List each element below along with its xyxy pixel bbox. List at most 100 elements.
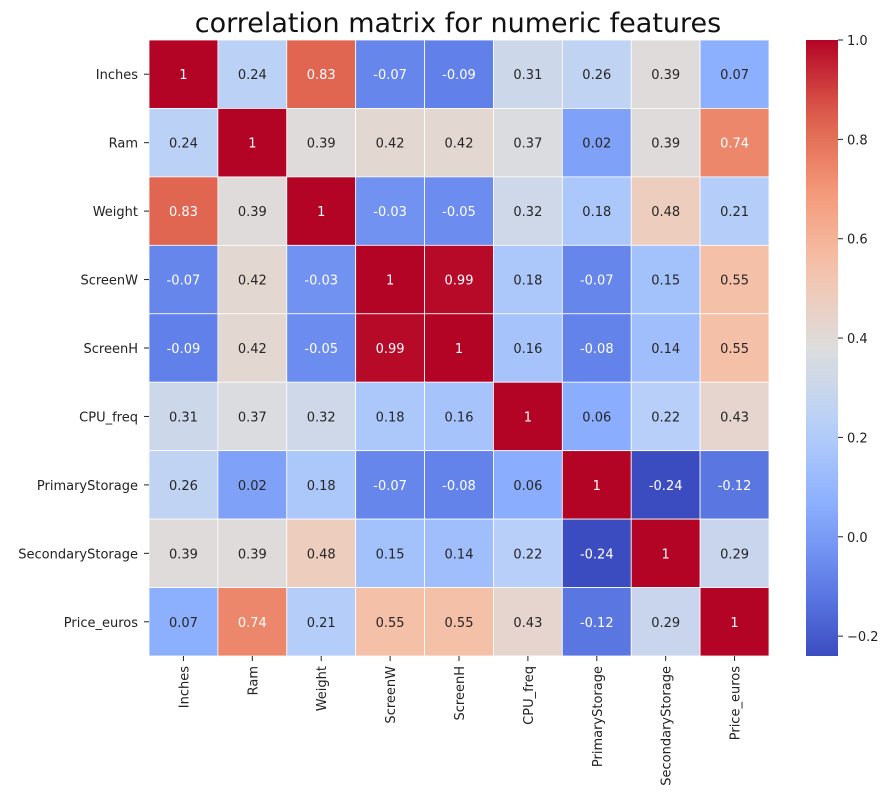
cell-value-label: 0.43 [513, 616, 542, 631]
x-tick-label: Weight [315, 666, 330, 711]
cell-value-label: 0.39 [651, 137, 680, 152]
cell-value-label: 0.15 [651, 274, 680, 289]
y-tick-label: PrimaryStorage [37, 479, 138, 494]
heatmap-cell [148, 176, 219, 246]
cell-value-label: 0.39 [651, 68, 680, 83]
cell-value-label: 1 [317, 205, 325, 220]
cell-value-label: -0.08 [580, 342, 614, 357]
heatmap-cell [217, 176, 288, 246]
cell-value-label: 0.26 [582, 68, 611, 83]
cell-value-label: -0.24 [649, 479, 683, 494]
cell-value-label: 0.83 [307, 68, 336, 83]
cell-value-label: 0.42 [238, 274, 267, 289]
heatmap-cell [355, 587, 425, 657]
cell-value-label: -0.09 [167, 342, 201, 357]
heatmap-cell [561, 587, 632, 657]
cell-value-label: 0.55 [720, 342, 749, 357]
heatmap-cell [424, 108, 494, 178]
heatmap-cell [217, 313, 288, 383]
cell-value-label: -0.08 [442, 479, 476, 494]
y-tick-label: Weight [93, 205, 138, 220]
heatmap-cell [217, 450, 288, 520]
y-tick-label: SecondaryStorage [18, 547, 138, 562]
heatmap-cell [493, 518, 563, 588]
heatmap-cell [424, 176, 494, 246]
x-tick-label: ScreenH [453, 666, 468, 720]
cell-value-label: 0.02 [238, 479, 267, 494]
cell-value-label: 0.83 [169, 205, 198, 220]
cell-value-label: 0.21 [307, 616, 336, 631]
cell-value-label: 0.26 [169, 479, 198, 494]
heatmap-cell [355, 518, 425, 588]
cell-value-label: 0.74 [238, 616, 267, 631]
heatmap-cell [286, 108, 357, 178]
heatmap-cell [424, 450, 494, 520]
cell-value-label: 0.48 [307, 547, 336, 562]
heatmap-cell [424, 381, 494, 452]
y-tick-label: ScreenW [80, 274, 138, 289]
heatmap-cell [493, 39, 563, 109]
cell-value-label: 0.15 [376, 547, 405, 562]
cell-value-label: -0.12 [718, 479, 752, 494]
cell-value-label: 0.42 [238, 342, 267, 357]
cell-value-label: -0.07 [373, 479, 407, 494]
cell-value-label: 1 [248, 137, 256, 152]
heatmap-cell [699, 587, 770, 657]
heatmap-cell [148, 381, 219, 452]
heatmap-cell [355, 108, 425, 178]
cell-value-label: 0.18 [376, 410, 405, 425]
cell-value-label: 0.55 [376, 616, 405, 631]
heatmap-cell [561, 176, 632, 246]
cell-value-label: 0.99 [445, 274, 474, 289]
heatmap-cell [699, 518, 770, 588]
cell-value-label: 0.14 [651, 342, 680, 357]
cell-value-label: 0.37 [238, 410, 267, 425]
heatmap-cell [424, 39, 494, 109]
cell-value-label: -0.07 [580, 274, 614, 289]
cell-value-label: 0.48 [651, 205, 680, 220]
heatmap-cell [286, 450, 357, 520]
y-tick-label: ScreenH [84, 342, 138, 357]
heatmap-cell [630, 244, 701, 315]
y-tick-label: Price_euros [64, 616, 138, 631]
colorbar-tick-label: 0.0 [847, 531, 868, 546]
cell-value-label: -0.24 [580, 547, 614, 562]
cell-value-label: -0.09 [442, 68, 476, 83]
cell-value-label: 0.02 [582, 137, 611, 152]
heatmap-cell [148, 108, 219, 178]
cell-value-label: 0.07 [169, 616, 198, 631]
colorbar-tick-label: −0.2 [847, 630, 879, 645]
cell-value-label: 0.31 [513, 68, 542, 83]
chart-title: correlation matrix for numeric features [195, 8, 721, 39]
cell-value-label: 0.07 [720, 68, 749, 83]
cell-value-label: 0.55 [445, 616, 474, 631]
heatmap-cell [355, 244, 425, 315]
heatmap-cell [286, 313, 357, 383]
cell-value-label: 0.42 [376, 137, 405, 152]
cell-value-label: -0.05 [442, 205, 476, 220]
heatmap-cell [493, 587, 563, 657]
heatmap-cell [355, 176, 425, 246]
cell-value-label: 0.18 [582, 205, 611, 220]
cell-value-label: 0.22 [651, 410, 680, 425]
cell-value-label: -0.07 [373, 68, 407, 83]
cell-value-label: 0.37 [513, 137, 542, 152]
heatmap-cell [699, 313, 770, 383]
cell-value-label: 0.32 [307, 410, 336, 425]
heatmap-cell [286, 381, 357, 452]
cell-value-label: 0.42 [445, 137, 474, 152]
cell-value-label: 0.24 [238, 68, 267, 83]
heatmap-cell [148, 39, 219, 109]
y-tick-label: CPU_freq [79, 410, 138, 425]
heatmap-cell [217, 244, 288, 315]
heatmap-cell [286, 176, 357, 246]
cell-value-label: 1 [593, 479, 601, 494]
heatmap-cell [424, 518, 494, 588]
y-axis-tick-labels: Inches Ram Weight ScreenW ScreenH CPU_freq Pri… [18, 68, 149, 631]
heatmap-cell [217, 587, 288, 657]
cell-value-label: 0.06 [582, 410, 611, 425]
heatmap-cell [355, 381, 425, 452]
cell-value-label: 0.22 [513, 547, 542, 562]
heatmap-cell [561, 450, 632, 520]
heatmap-cell [561, 313, 632, 383]
